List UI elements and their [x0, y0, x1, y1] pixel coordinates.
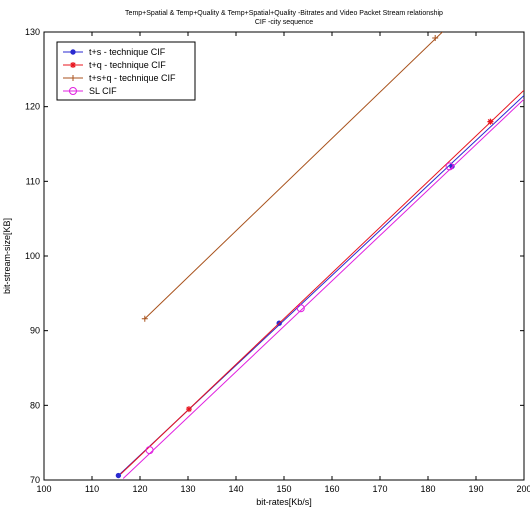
- legend-marker: [70, 49, 76, 55]
- y-tick-label: 110: [26, 176, 40, 186]
- y-tick-label: 100: [25, 251, 40, 261]
- x-tick-label: 120: [132, 484, 147, 494]
- y-tick-label: 90: [30, 326, 40, 336]
- y-tick-label: 130: [25, 27, 40, 37]
- x-tick-label: 160: [324, 484, 339, 494]
- series-point: [445, 162, 454, 171]
- y-tick-label: 120: [25, 102, 40, 112]
- chart-title: Temp+Spatial & Temp+Quality & Temp+Spati…: [125, 10, 443, 17]
- chart-subtitle: CIF -city sequence: [255, 19, 313, 26]
- y-axis-ticks: 70 80 90 100 110 120 130: [25, 27, 524, 485]
- y-axis-label: bit-stream-size[KB]: [2, 218, 12, 294]
- series-3: [122, 98, 524, 479]
- x-tick-label: 170: [372, 484, 387, 494]
- y-tick-label: 80: [30, 400, 40, 410]
- x-tick-label: 180: [420, 484, 435, 494]
- series-point: [432, 34, 439, 41]
- legend: t+s - technique CIF t+q - technique CIF t+…: [56, 41, 196, 101]
- y-tick-label: 70: [30, 475, 40, 485]
- series-point: [185, 406, 192, 413]
- x-tick-label: 110: [85, 484, 99, 494]
- series-1: [120, 89, 524, 475]
- x-tick-label: 140: [228, 484, 243, 494]
- legend-marker: [69, 87, 77, 95]
- legend-label: t+s - technique CIF: [89, 47, 166, 57]
- legend-marker: [70, 75, 76, 81]
- series-line: [122, 98, 524, 479]
- series-point: [115, 472, 122, 479]
- series-point: [296, 304, 305, 313]
- x-tick-label: 150: [276, 484, 291, 494]
- legend-label: t+q - technique CIF: [89, 60, 166, 70]
- x-tick-label: 100: [36, 484, 51, 494]
- x-tick-label: 130: [180, 484, 195, 494]
- x-tick-label: 200: [516, 484, 530, 494]
- series-point: [141, 315, 148, 322]
- x-axis-ticks: 100 110 120 130 140 150 160 170 180 190 200: [36, 32, 530, 494]
- x-axis-label: bit-rates[Kb/s]: [256, 497, 312, 507]
- x-tick-label: 190: [468, 484, 483, 494]
- legend-marker: [70, 62, 76, 68]
- series-point: [487, 118, 494, 125]
- series-line: [144, 32, 443, 320]
- series-2: [141, 32, 443, 322]
- series-point: [145, 446, 154, 455]
- legend-label: SL CIF: [89, 86, 117, 96]
- legend-label: t+s+q - technique CIF: [89, 73, 176, 83]
- series-layer: [115, 32, 524, 479]
